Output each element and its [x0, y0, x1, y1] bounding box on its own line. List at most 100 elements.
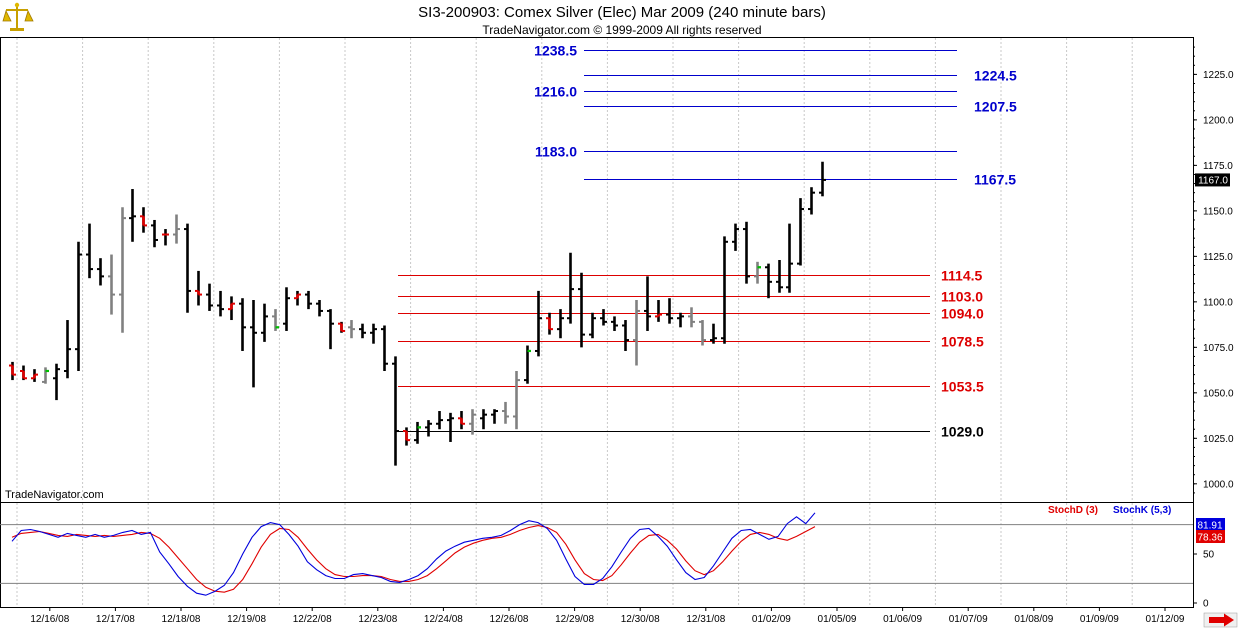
- x-tick-label: 01/06/09: [883, 614, 922, 625]
- ohlc-bar: [644, 276, 651, 331]
- ohlc-bar: [699, 320, 706, 346]
- ohlc-bar: [316, 300, 323, 317]
- ohlc-bar: [359, 323, 366, 339]
- ohlc-bar: [31, 369, 38, 382]
- y-tick-label: 1225.0: [1203, 70, 1234, 81]
- price-axis: 1225.0 1200.0 1175.0 1150.0 1125.0 1100.0 1075…: [1193, 46, 1234, 494]
- fib-level-label: 1167.5: [974, 172, 1016, 188]
- fib-level-label: 1103.0: [941, 289, 983, 305]
- x-tick-label: 12/31/08: [686, 614, 725, 625]
- fib-level-label: 1207.5: [974, 99, 1017, 115]
- ohlc-bar: [557, 309, 564, 339]
- ohlc-bar: [86, 223, 93, 279]
- ohlc-bar: [754, 261, 761, 284]
- ohlc-bar: [688, 307, 695, 328]
- ohlc-bar: [721, 236, 728, 344]
- last-price-marker: 1167.0: [1195, 173, 1230, 187]
- fib-levels: 1238.5 1224.5 1216.0 1207.5 1183.0 1167.5 1114…: [398, 43, 1017, 440]
- ohlc-bar: [502, 401, 509, 424]
- x-tick-label: 12/18/08: [162, 614, 201, 625]
- ohlc-bar: [239, 298, 246, 351]
- ohlc-bar: [151, 219, 158, 248]
- x-tick-label: 12/30/08: [621, 614, 660, 625]
- ohlc-bar: [786, 223, 793, 293]
- y-tick-label: 1075.0: [1203, 343, 1234, 354]
- x-tick-label: 01/07/09: [949, 614, 988, 625]
- ohlc-bar: [491, 409, 498, 424]
- ohlc-bar: [195, 270, 202, 306]
- y-tick-label: 1175.0: [1203, 161, 1233, 172]
- stochastic-last-values: 81.91 78.36: [1196, 518, 1225, 544]
- watermark-text: TradeNavigator.com: [5, 489, 104, 501]
- ohlc-bar: [129, 189, 136, 242]
- x-tick-label: 12/17/08: [96, 614, 135, 625]
- y-tick-label: 1200.0: [1203, 115, 1234, 126]
- y-tick-label: 1125.0: [1203, 252, 1233, 263]
- ohlc-bar: [53, 363, 60, 401]
- ohlc-bar: [458, 411, 465, 430]
- ohlc-bar: [469, 409, 476, 435]
- y-tick-label: 0: [1203, 599, 1209, 610]
- y-tick-label: 1100.0: [1203, 297, 1233, 308]
- x-tick-label: 01/09/09: [1080, 614, 1119, 625]
- ohlc-bar: [228, 296, 235, 321]
- legend-stochd: StochD (3): [1048, 505, 1098, 516]
- ohlc-bar: [305, 290, 312, 310]
- price-bars: [9, 161, 826, 466]
- ohlc-bar: [206, 283, 213, 311]
- ohlc-bar: [447, 412, 454, 442]
- ohlc-bar: [294, 290, 301, 306]
- ohlc-bar: [283, 287, 290, 331]
- ohlc-bar: [414, 421, 421, 444]
- ohlc-bar: [677, 312, 684, 328]
- stochastic-panel-frame: [0, 502, 1194, 608]
- arrow-right-icon[interactable]: [1203, 612, 1238, 628]
- ohlc-bar: [403, 427, 410, 446]
- fib-level-label: 1216.0: [534, 84, 577, 100]
- ohlc-bar: [250, 300, 257, 388]
- ohlc-bar: [765, 263, 772, 299]
- ohlc-bar: [173, 214, 180, 244]
- ohlc-bar: [567, 252, 574, 324]
- ohlc-bar: [633, 300, 640, 366]
- y-tick-label: 50: [1203, 550, 1215, 561]
- y-tick-label: 1150.0: [1203, 206, 1233, 217]
- ohlc-bar: [217, 290, 224, 317]
- gridlines: [16, 38, 1133, 607]
- ohlc-bar: [710, 323, 717, 344]
- fib-level-label: 1114.5: [941, 268, 982, 284]
- x-tick-label: 12/26/08: [490, 614, 529, 625]
- y-tick-label: 1050.0: [1203, 388, 1234, 399]
- stochd-last-value: 78.36: [1197, 533, 1222, 544]
- ohlc-bar: [184, 223, 191, 313]
- stochastic-line: [11, 512, 816, 596]
- fib-level-label: 1029.0: [941, 424, 984, 440]
- x-tick-label: 12/19/08: [227, 614, 266, 625]
- stochastic-indicator: 50 0: [0, 512, 1215, 610]
- scales-logo-icon[interactable]: [2, 2, 34, 31]
- x-tick-label: 01/05/09: [818, 614, 857, 625]
- ohlc-bar: [655, 300, 662, 322]
- ohlc-bar: [327, 309, 334, 350]
- chart-title: SI3-200903: Comex Silver (Elec) Mar 2009…: [418, 4, 826, 21]
- ohlc-bar: [108, 254, 115, 315]
- ohlc-bar: [9, 361, 16, 381]
- ohlc-bar: [513, 370, 520, 430]
- ohlc-bar: [381, 325, 388, 371]
- ohlc-bar: [140, 207, 147, 233]
- fib-level-label: 1053.5: [941, 379, 984, 395]
- copyright-notice: TradeNavigator.com © 1999-2009 All right…: [482, 23, 761, 37]
- ohlc-bar: [425, 420, 432, 437]
- ohlc-bar: [622, 320, 629, 351]
- stochastic-line: [11, 525, 816, 593]
- ohlc-bar: [611, 316, 618, 331]
- ohlc-bar: [64, 320, 71, 379]
- fib-level-label: 1224.5: [974, 68, 1017, 84]
- ohlc-bar: [808, 187, 815, 215]
- ohlc-bar: [732, 223, 739, 251]
- fib-level-label: 1094.0: [941, 306, 984, 322]
- ohlc-bar: [480, 409, 487, 430]
- ohlc-bar: [743, 221, 750, 284]
